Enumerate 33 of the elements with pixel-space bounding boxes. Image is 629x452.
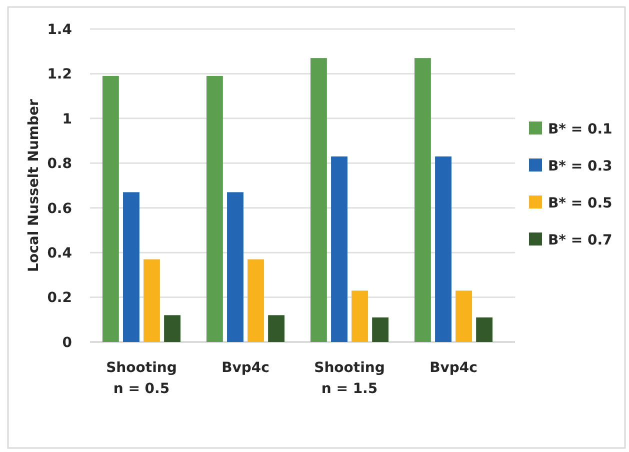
- y-tick-label: 1.2: [47, 66, 72, 83]
- x-tick-label: Shooting n = 1.5: [314, 360, 385, 397]
- y-tick-label: 0.4: [47, 245, 72, 262]
- y-axis-title: Local Nusselt Number: [26, 98, 42, 272]
- bar: [268, 315, 284, 342]
- bar: [102, 76, 119, 342]
- y-tick-label: 0.6: [47, 200, 72, 217]
- bar: [227, 192, 244, 342]
- bar: [248, 259, 264, 342]
- bar: [310, 58, 327, 342]
- bar: [144, 259, 160, 342]
- bar: [123, 192, 140, 342]
- x-tick-label: Bvp4c: [430, 360, 478, 376]
- bar: [456, 290, 472, 342]
- y-tick-label: 0: [62, 334, 72, 351]
- bar: [352, 290, 368, 342]
- legend-label: B* = 0.5: [548, 195, 612, 212]
- y-tick-label: 1: [62, 111, 72, 128]
- legend-label: B* = 0.1: [548, 121, 612, 138]
- bar: [206, 76, 223, 342]
- bar: [164, 315, 180, 342]
- bar: [435, 156, 452, 342]
- bar: [476, 317, 493, 342]
- bar: [372, 317, 389, 342]
- bar: [414, 58, 431, 342]
- y-tick-label: 1.4: [47, 22, 72, 38]
- y-tick-label: 0.2: [47, 290, 72, 306]
- bar: [331, 156, 348, 342]
- x-tick-label: Shooting n = 0.5: [106, 360, 177, 397]
- legend-label: B* = 0.3: [548, 158, 612, 174]
- x-tick-label: Bvp4c: [222, 360, 270, 376]
- y-tick-label: 0.8: [47, 156, 72, 172]
- legend-label: B* = 0.7: [548, 232, 612, 248]
